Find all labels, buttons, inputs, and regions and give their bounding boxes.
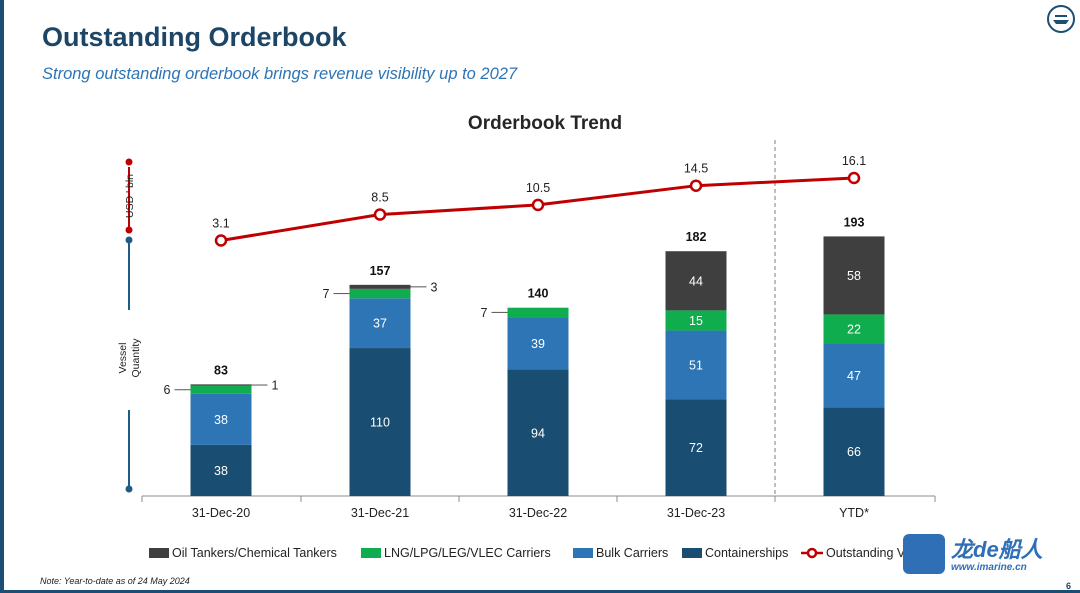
line-point (847, 171, 861, 185)
bar-segment-containerships (823, 407, 885, 496)
legend-line-marker (806, 547, 818, 559)
line-point (373, 208, 387, 221)
data-label-containerships: 38 (214, 464, 228, 478)
data-label-lng: 7 (481, 306, 488, 320)
watermark: 龙de船人 www.imarine.cn (903, 532, 1075, 576)
data-label-containerships: 66 (847, 445, 861, 459)
category-label: YTD* (839, 506, 869, 520)
bar-segment-containerships (190, 444, 252, 496)
axis-label-vessel: Vessel (117, 343, 129, 374)
legend-label-oil: Oil Tankers/Chemical Tankers (172, 546, 337, 560)
legend-swatch-lng (361, 548, 381, 558)
data-label-bulk: 51 (689, 358, 703, 372)
bar-segment-oil (823, 236, 885, 315)
data-label-lng: 22 (847, 323, 861, 337)
total-label: 83 (214, 363, 228, 377)
watermark-url: www.imarine.cn (951, 562, 1027, 573)
data-label-bulk: 37 (373, 317, 387, 331)
bar-segment-bulk (349, 298, 411, 349)
data-label-lng: 15 (689, 314, 703, 328)
bar-segment-bulk (823, 344, 885, 408)
legend: Oil Tankers/Chemical Tankers LNG/LPG/LEG… (149, 546, 906, 560)
bar-segment-lng (349, 288, 411, 299)
left-accent-bar (0, 0, 4, 593)
total-label: 182 (686, 230, 707, 244)
total-label: 157 (370, 264, 391, 278)
orderbook-trend-chart: Orderbook Trend USD ' bln Vessel Quantit… (117, 113, 936, 560)
data-label-containerships: 110 (370, 416, 390, 430)
bar-segment-lng (507, 307, 569, 318)
bar-segment-lng (190, 385, 252, 394)
footnote: Note: Year-to-date as of 24 May 2024 (40, 576, 190, 586)
bar-segment-containerships (507, 369, 569, 496)
bar-segment-lng (665, 310, 727, 331)
data-label-oil: 1 (272, 379, 279, 393)
line-layer: 3.1 8.5 10.5 14.5 16.1 (212, 154, 866, 247)
data-label-lng: 6 (164, 383, 171, 397)
bar-segment-lng (823, 314, 885, 345)
data-label-oil: 44 (689, 274, 703, 288)
category-label: 31-Dec-21 (351, 506, 409, 520)
legend-label-value: Outstanding V (826, 546, 906, 560)
bottom-rule (0, 590, 1080, 593)
data-label-oil: 3 (431, 280, 438, 294)
total-label: 140 (528, 287, 549, 301)
axis-label-usd: USD ' bln (124, 174, 136, 218)
data-label-bulk: 39 (531, 337, 545, 351)
line-value-label: 3.1 (212, 217, 229, 231)
total-label: 193 (844, 215, 865, 229)
axis-bracket (125, 158, 133, 493)
company-logo-icon (1047, 5, 1075, 33)
chart-title: Orderbook Trend (468, 113, 622, 134)
data-label-bulk: 38 (214, 413, 228, 427)
legend-swatch-oil (149, 548, 169, 558)
category-label: 31-Dec-22 (509, 506, 567, 520)
bar-segment-bulk (190, 393, 252, 445)
line-value-label: 16.1 (842, 154, 866, 168)
line-point (689, 179, 703, 192)
bar-segment-oil (190, 384, 252, 386)
line-value-label: 14.5 (684, 162, 708, 176)
line-value-label: 8.5 (371, 191, 388, 205)
bar-segment-oil (349, 284, 411, 289)
bar-segment-oil (665, 251, 727, 311)
data-label-containerships: 72 (689, 441, 703, 455)
bar-segment-containerships (349, 348, 411, 496)
page-number: 6 (1066, 581, 1072, 591)
axis-label-quantity: Quantity (130, 338, 142, 378)
legend-label-bulk: Bulk Carriers (596, 546, 668, 560)
bar-segment-bulk (507, 317, 569, 370)
line-point (531, 198, 545, 212)
watermark-logo-icon (903, 534, 945, 574)
legend-swatch-bulk (573, 548, 593, 558)
watermark-title: 龙de船人 (951, 537, 1043, 562)
line-point (214, 234, 228, 247)
legend-swatch-containerships (682, 548, 702, 558)
data-label-containerships: 94 (531, 426, 545, 440)
legend-label-containerships: Containerships (705, 546, 788, 560)
category-label: 31-Dec-23 (667, 506, 725, 520)
page-subtitle: Strong outstanding orderbook brings reve… (42, 65, 518, 83)
bar-segment-containerships (665, 399, 727, 496)
line-value-label: 10.5 (526, 181, 550, 195)
page-title: Outstanding Orderbook (42, 22, 347, 52)
bar-segment-bulk (665, 330, 727, 400)
legend-label-lng: LNG/LPG/LEG/VLEC Carriers (384, 546, 551, 560)
category-label: 31-Dec-20 (192, 506, 250, 520)
data-label-oil: 58 (847, 269, 861, 283)
data-label-lng: 7 (323, 287, 330, 301)
data-label-bulk: 47 (847, 369, 861, 383)
